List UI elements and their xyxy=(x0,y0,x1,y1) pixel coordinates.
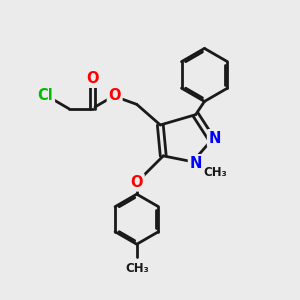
Text: CH₃: CH₃ xyxy=(125,262,148,275)
Text: N: N xyxy=(208,131,221,146)
Text: CH₃: CH₃ xyxy=(203,166,227,178)
Text: O: O xyxy=(130,175,143,190)
Text: O: O xyxy=(86,71,99,86)
Text: O: O xyxy=(108,88,121,103)
Text: N: N xyxy=(190,156,202,171)
Text: Cl: Cl xyxy=(38,88,53,103)
